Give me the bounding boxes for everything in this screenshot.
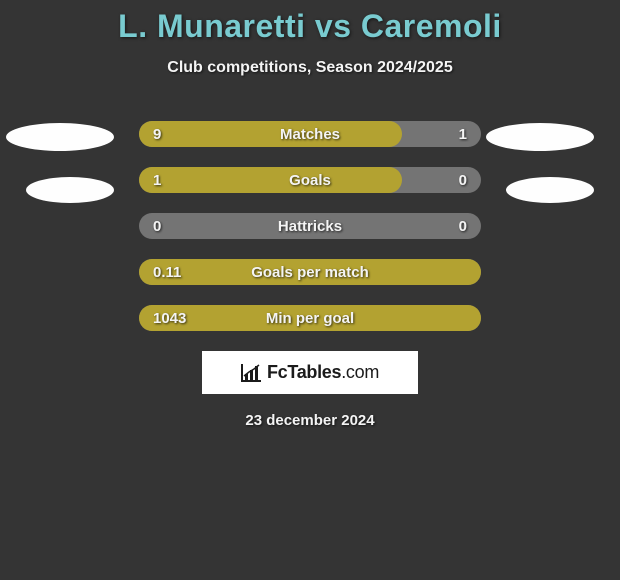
decorative-ellipse xyxy=(486,123,594,151)
date-text: 23 december 2024 xyxy=(0,412,620,429)
stat-label: Hattricks xyxy=(139,213,481,239)
stat-right-value: 0 xyxy=(459,213,467,239)
stat-row: 0.11Goals per match xyxy=(139,259,481,285)
page-title: L. Munaretti vs Caremoli xyxy=(0,0,620,45)
stat-row: 0Hattricks0 xyxy=(139,213,481,239)
decorative-ellipse xyxy=(6,123,114,151)
stat-label: Min per goal xyxy=(139,305,481,331)
comparison-rows: 9Matches11Goals00Hattricks00.11Goals per… xyxy=(139,121,481,331)
decorative-ellipse xyxy=(506,177,594,203)
stat-label: Matches xyxy=(139,121,481,147)
stat-row: 1Goals0 xyxy=(139,167,481,193)
logo-text: FcTables.com xyxy=(267,362,379,383)
logo-box: FcTables.com xyxy=(202,351,418,394)
stat-label: Goals xyxy=(139,167,481,193)
stat-row: 1043Min per goal xyxy=(139,305,481,331)
stat-label: Goals per match xyxy=(139,259,481,285)
stat-right-value: 0 xyxy=(459,167,467,193)
decorative-ellipse xyxy=(26,177,114,203)
bar-chart-icon xyxy=(241,364,261,382)
stat-right-value: 1 xyxy=(459,121,467,147)
subtitle: Club competitions, Season 2024/2025 xyxy=(0,59,620,77)
stat-row: 9Matches1 xyxy=(139,121,481,147)
